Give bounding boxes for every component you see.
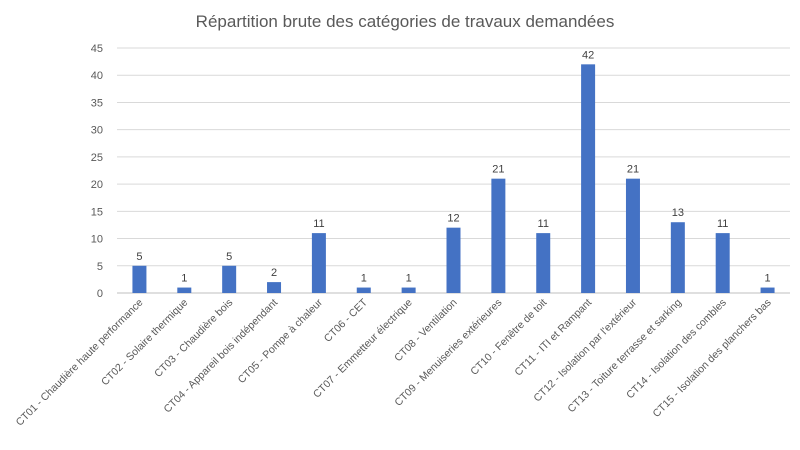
bar xyxy=(356,287,371,293)
data-label: 1 xyxy=(406,273,412,285)
y-axis-ticks: 0 5 10 15 20 25 30 35 40 45 xyxy=(91,43,103,300)
x-tick-label: CT11 - ITI et Rampant xyxy=(512,297,594,379)
data-label: 21 xyxy=(492,164,504,176)
data-label: 11 xyxy=(538,218,549,230)
data-label: 1 xyxy=(765,273,771,285)
bar xyxy=(491,178,506,293)
bar xyxy=(177,287,192,293)
y-tick-label: 5 xyxy=(97,261,103,273)
data-label: 5 xyxy=(226,251,232,263)
x-tick-label: CT10 - Fenêtre de toit xyxy=(468,297,549,378)
bar xyxy=(625,178,640,293)
bars xyxy=(132,64,775,293)
y-tick-label: 10 xyxy=(91,234,103,246)
bar xyxy=(536,233,551,293)
data-label: 21 xyxy=(627,164,639,176)
bar xyxy=(132,265,147,293)
x-tick-label: CT03 - Chaudière bois xyxy=(152,297,235,380)
bar xyxy=(715,233,730,293)
data-label: 11 xyxy=(313,218,324,230)
data-label: 1 xyxy=(181,273,187,285)
data-label: 1 xyxy=(361,273,367,285)
y-tick-label: 0 xyxy=(97,288,103,300)
bar xyxy=(222,265,237,293)
x-tick-label: CT05 - Pompe à chaleur xyxy=(236,296,326,386)
bar xyxy=(267,282,282,293)
y-tick-label: 20 xyxy=(91,179,103,191)
data-label: 2 xyxy=(271,267,277,279)
chart-title: Répartition brute des catégories de trav… xyxy=(196,12,615,31)
bar xyxy=(446,227,461,293)
y-tick-label: 25 xyxy=(91,152,103,164)
data-label: 12 xyxy=(447,213,459,225)
y-tick-label: 45 xyxy=(91,43,103,55)
x-tick-label: CT06 - CET xyxy=(322,296,371,345)
bar xyxy=(670,222,685,293)
data-label: 13 xyxy=(672,207,684,219)
x-tick-label: CT02 - Solaire thermique xyxy=(99,297,191,389)
y-tick-label: 40 xyxy=(91,70,103,82)
bar xyxy=(311,233,326,293)
bar xyxy=(401,287,416,293)
y-tick-label: 30 xyxy=(91,125,103,137)
y-tick-label: 15 xyxy=(91,206,103,218)
data-label: 5 xyxy=(136,251,142,263)
data-label: 11 xyxy=(717,218,728,230)
bar xyxy=(581,64,596,293)
bar xyxy=(760,287,775,293)
y-tick-label: 35 xyxy=(91,97,103,109)
data-label: 42 xyxy=(582,49,594,61)
